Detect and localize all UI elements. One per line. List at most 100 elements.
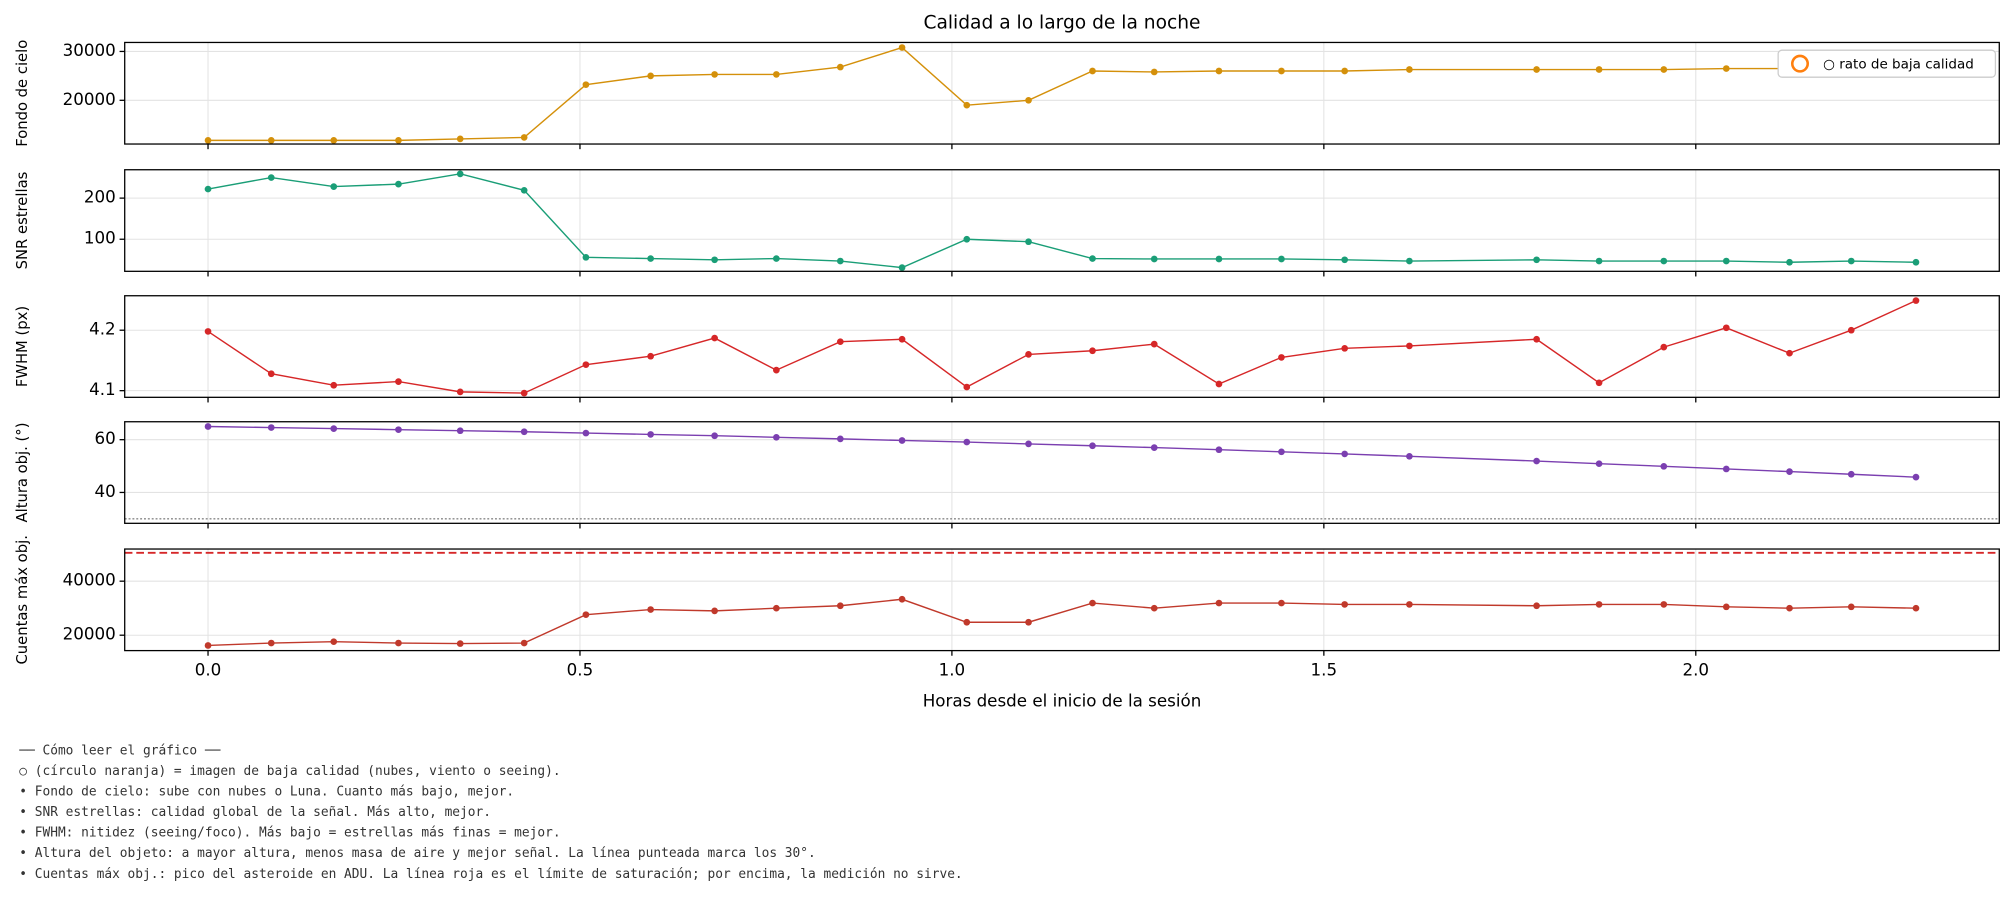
y-axis-label: Fondo de cielo [14,40,31,147]
point [963,438,971,446]
point [1595,601,1603,608]
point [1847,603,1855,611]
point [204,642,212,649]
y-tick-label: 40000 [63,570,116,590]
point [1341,67,1349,75]
point [204,328,212,335]
point [520,389,528,397]
chart-title: Calidad a lo largo de la noche [923,13,1200,34]
point [711,71,718,78]
point [1278,255,1285,263]
point [1406,452,1413,460]
point [1025,351,1032,358]
point [1533,457,1540,465]
note-line: • Fondo de cielo: sube con nubes o Luna.… [19,785,514,800]
point [1722,257,1730,265]
note-line: ── Cómo leer el gráfico ── [18,743,220,758]
point [711,432,718,440]
point [647,352,654,360]
note-line: • Cuentas máx obj.: pico del asteroide e… [19,867,962,882]
point [836,338,844,346]
point [1406,601,1413,608]
y-axis-label: Altura obj. (°) [14,423,31,523]
point [836,602,844,610]
point [204,137,212,144]
point [582,81,590,89]
point [711,607,718,615]
point [267,174,275,181]
series-line [208,46,1916,142]
point [1025,96,1032,104]
point [267,639,275,647]
point [520,639,528,647]
point [1215,380,1223,388]
y-tick-label: 30000 [63,40,116,60]
point [1025,618,1032,626]
point [267,370,275,378]
y-tick-label: 4.2 [89,319,116,339]
point [1341,344,1349,352]
point [898,437,906,444]
point [1089,599,1096,607]
point [1533,256,1540,264]
note-line: • SNR estrellas: calidad global de la se… [19,805,491,820]
point [267,137,275,144]
point [836,435,844,443]
point [1660,257,1668,265]
point [1406,342,1413,350]
point [1215,255,1223,263]
point [898,264,906,271]
point [395,639,402,647]
y-tick-label: 20000 [63,624,116,644]
point [1089,255,1096,262]
x-tick-label: 0.5 [567,660,594,680]
point [1912,297,1920,304]
legend-box [1777,49,1997,78]
point [456,427,464,435]
point [647,606,654,613]
point [1278,67,1285,75]
point [456,135,464,143]
series-line [207,299,1917,394]
point [1847,470,1855,478]
point [1278,448,1285,456]
legend-label: ○ rato de baja calidad [1823,56,1974,72]
point [1150,255,1158,263]
point [582,611,590,619]
point [963,618,971,626]
point [1533,602,1540,610]
legend-marker [1791,54,1810,73]
point [330,381,338,389]
point [1912,604,1920,612]
point [204,185,212,193]
point [456,640,464,647]
plot-frame [124,548,2000,652]
point [520,134,528,141]
point [582,253,590,261]
legend: ○ rato de baja calidad [1777,49,1997,78]
point [1406,66,1413,73]
point [1595,257,1603,265]
point [330,183,338,190]
x-tick-label: 0.0 [195,660,222,680]
point [711,334,718,342]
point [1341,256,1349,264]
point [963,383,971,391]
point [647,431,654,438]
plot-frame [124,295,2000,398]
point [773,255,780,262]
point [1215,446,1223,454]
point [1595,66,1603,73]
point [330,425,338,432]
x-axis-label: Horas desde el inicio de la sesión [923,691,1202,711]
point [1341,450,1349,458]
point [1722,324,1730,332]
point [1786,604,1793,612]
point [1722,465,1730,473]
point [395,137,402,144]
point [395,426,402,434]
point [1278,354,1285,361]
point [330,137,338,144]
point [1215,599,1223,607]
plot-frame [124,41,2000,145]
